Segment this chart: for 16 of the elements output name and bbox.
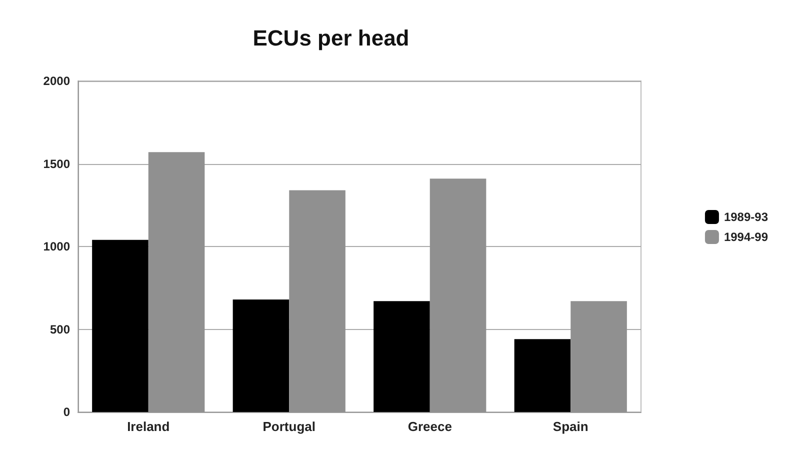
legend-label: 1994-99 [724, 230, 768, 244]
chart-title: ECUs per head [252, 26, 410, 50]
y-tick-label: 2000 [43, 74, 70, 88]
legend-label: 1989-93 [724, 210, 768, 224]
bar [514, 339, 571, 412]
x-tick-label: Portugal [262, 419, 316, 434]
bar [92, 240, 148, 412]
y-tick-label: 1000 [43, 240, 70, 254]
y-tick-label: 0 [63, 405, 70, 419]
y-tick-label: 500 [50, 322, 70, 336]
y-tick-label: 1500 [43, 156, 70, 171]
x-tick-label: Spain [552, 419, 588, 434]
bar [374, 301, 430, 412]
bar [232, 299, 290, 412]
x-tick-label: Greece [408, 419, 452, 434]
x-tick-label: Ireland [127, 419, 170, 434]
